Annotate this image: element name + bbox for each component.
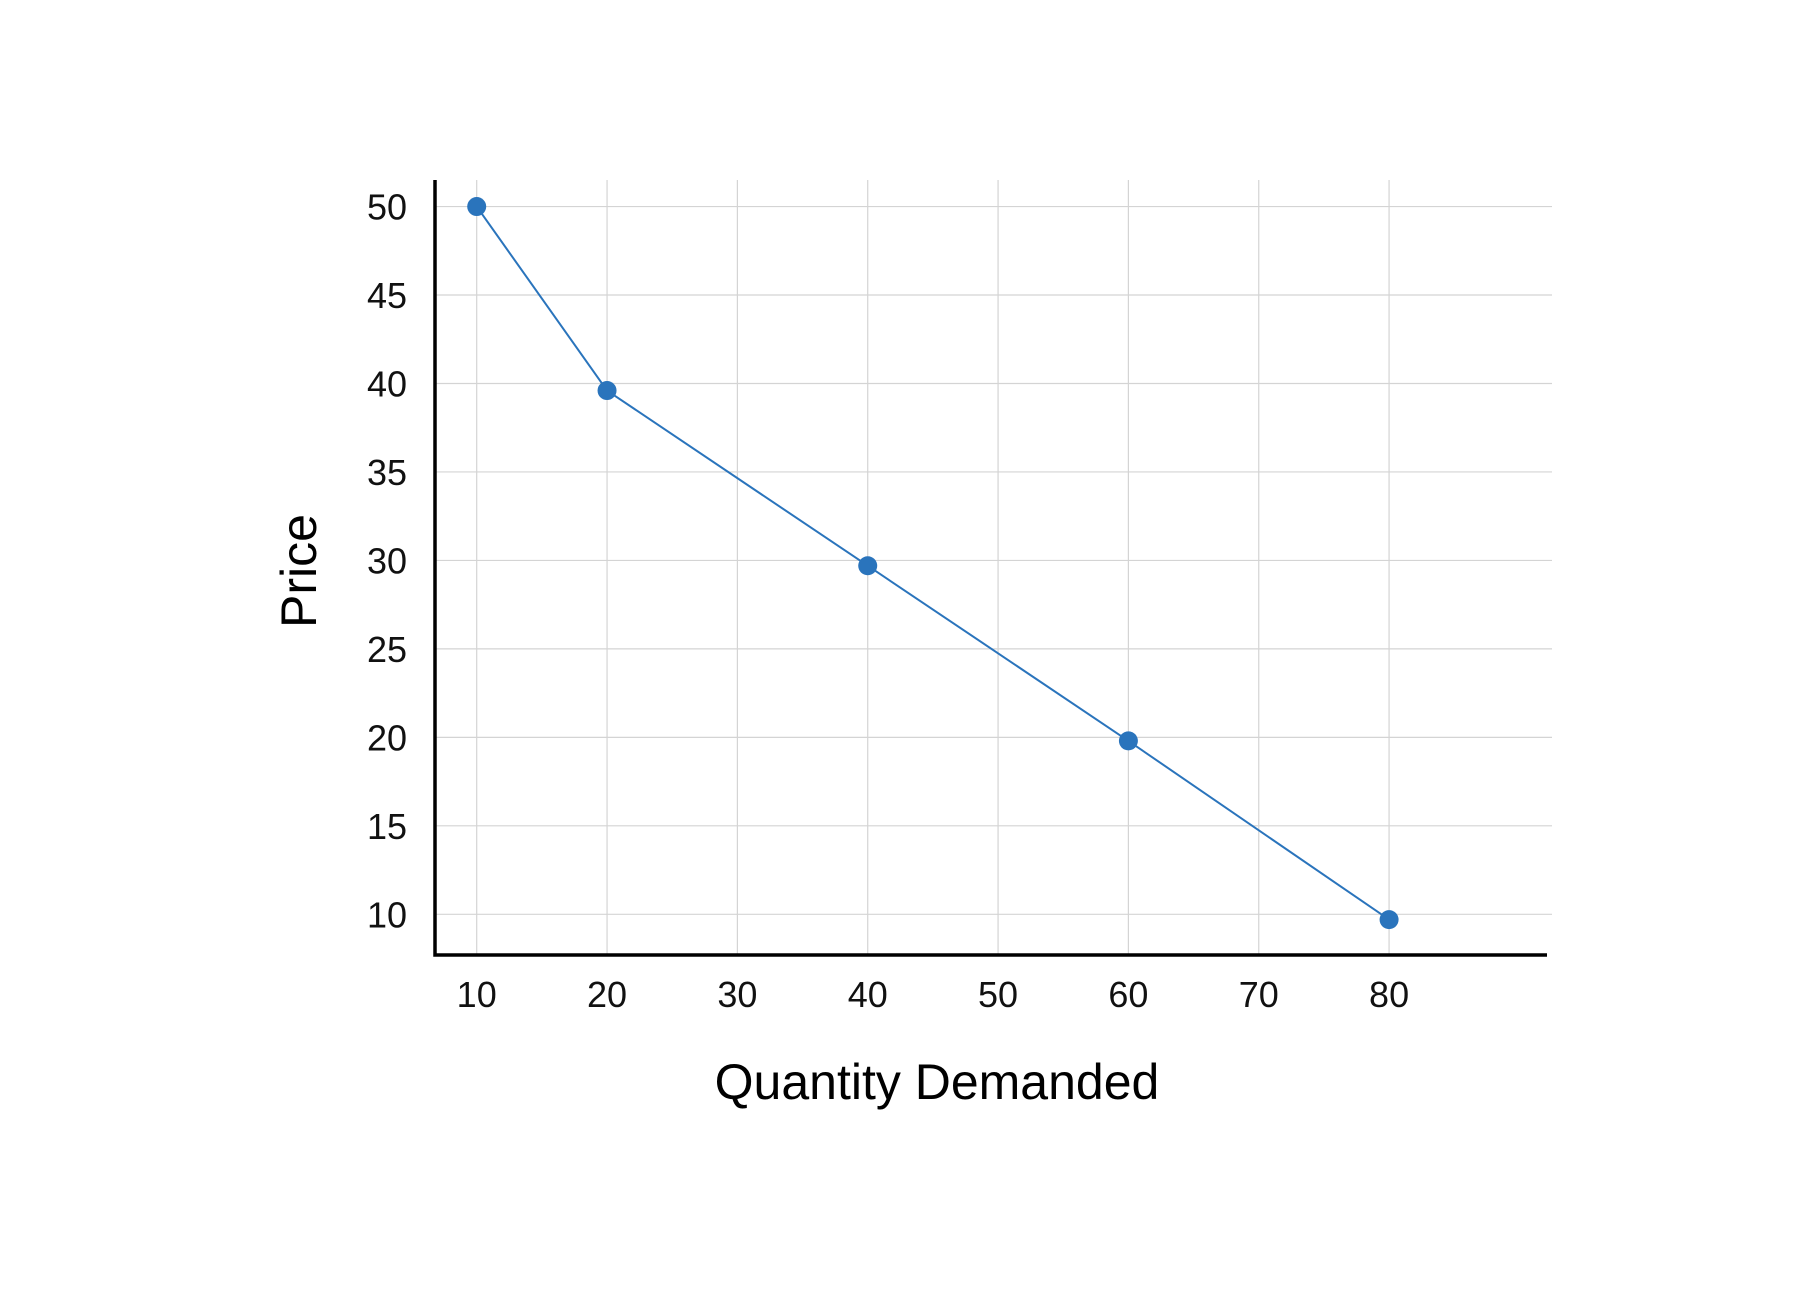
y-tick-label: 30	[367, 540, 407, 581]
y-tick-label: 40	[367, 363, 407, 404]
y-tick-label: 10	[367, 894, 407, 935]
y-tick-label: 45	[367, 275, 407, 316]
x-tick-label: 30	[717, 974, 757, 1015]
axis-lines	[433, 180, 1547, 957]
data-point	[1118, 731, 1138, 751]
y-tick-label: 20	[367, 717, 407, 758]
data-point	[467, 197, 487, 217]
y-tick-label: 25	[367, 629, 407, 670]
x-axis-title: Quantity Demanded	[715, 1054, 1160, 1110]
data-point	[1379, 910, 1399, 930]
y-tick-label: 50	[367, 187, 407, 228]
series-line	[475, 205, 1390, 921]
series-layer	[467, 197, 1399, 930]
x-tick-label: 70	[1239, 974, 1279, 1015]
x-tick-label: 40	[848, 974, 888, 1015]
x-tick-label: 10	[457, 974, 497, 1015]
axes	[433, 180, 1547, 957]
y-tick-label: 15	[367, 806, 407, 847]
data-point	[597, 381, 617, 401]
x-tick-label: 50	[978, 974, 1018, 1015]
data-point	[858, 556, 878, 576]
tick-labels: 10 20 30 40 50 60 70 80 10 15 20 25 30 35 40 45 50	[367, 187, 1409, 1015]
x-tick-label: 60	[1108, 974, 1148, 1015]
grid	[435, 180, 1552, 955]
x-tick-label: 80	[1369, 974, 1409, 1015]
y-axis-title: Price	[271, 514, 327, 628]
y-tick-label: 35	[367, 452, 407, 493]
x-tick-label: 20	[587, 974, 627, 1015]
